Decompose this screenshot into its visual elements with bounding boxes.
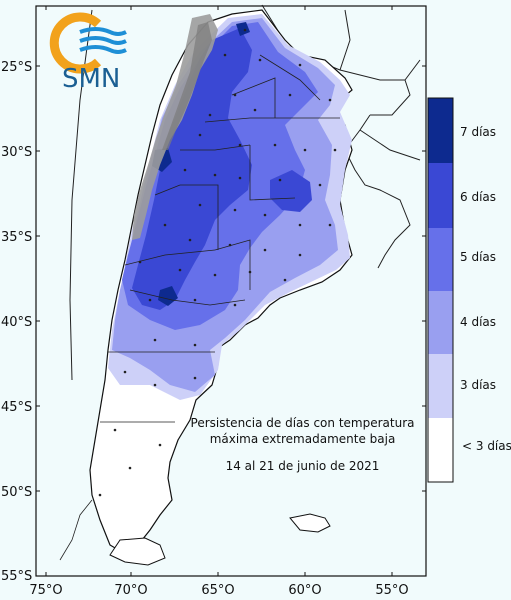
legend-swatch-4 xyxy=(428,291,453,354)
andes-relief-dark xyxy=(162,22,212,150)
longitude-labels: 75°O 70°O 65°O 60°O 55°O xyxy=(29,583,408,598)
level-7-days-north xyxy=(236,22,250,36)
latitude-labels: 25°S 30°S 35°S 40°S 45°S 50°S 55°S xyxy=(1,60,32,584)
lat-label: 25°S xyxy=(1,60,32,75)
lat-label: 40°S xyxy=(1,315,32,330)
legend-swatch-lt3 xyxy=(428,418,453,482)
legend-label: 7 días xyxy=(460,125,496,139)
legend-swatch-6 xyxy=(428,163,453,228)
lat-label: 45°S xyxy=(1,400,32,415)
lon-label: 60°O xyxy=(288,583,321,598)
station-dots xyxy=(98,28,337,542)
lon-label: 55°O xyxy=(375,583,408,598)
legend-label: 5 días xyxy=(460,250,496,264)
lat-label: 30°S xyxy=(1,145,32,160)
level-6-days xyxy=(132,28,252,310)
chile-coast xyxy=(59,499,93,561)
axis-ticks xyxy=(36,6,426,576)
map-title-line2: máxima extremadamente baja xyxy=(209,432,396,446)
province-borders xyxy=(100,54,340,423)
smn-logo-icon xyxy=(49,12,127,74)
legend-label: 4 días xyxy=(460,315,496,329)
legend-swatch-3 xyxy=(428,354,453,418)
malvinas-islands xyxy=(289,513,331,533)
legend-label: < 3 días xyxy=(462,439,511,453)
lon-label: 65°O xyxy=(201,583,234,598)
legend-label: 6 días xyxy=(460,190,496,204)
lat-label: 55°S xyxy=(1,569,32,584)
legend-label: 3 días xyxy=(460,378,496,392)
lat-label: 35°S xyxy=(1,230,32,245)
lon-label: 75°O xyxy=(29,583,62,598)
level-7-days-south xyxy=(158,286,178,306)
map-title-line1: Persistencia de días con temperatura xyxy=(190,416,415,430)
legend-swatch-5 xyxy=(428,228,453,291)
tierra-del-fuego xyxy=(109,537,166,566)
legend-border xyxy=(427,97,454,483)
lat-label: 50°S xyxy=(1,485,32,500)
legend-swatch-7 xyxy=(428,98,453,163)
lon-label: 70°O xyxy=(114,583,147,598)
legend: 7 días 6 días 5 días 4 días 3 días < 3 d… xyxy=(427,97,511,483)
smn-logo-text: SMN xyxy=(62,64,121,94)
map-date: 14 al 21 de junio de 2021 xyxy=(225,459,380,473)
map-border xyxy=(35,5,427,577)
